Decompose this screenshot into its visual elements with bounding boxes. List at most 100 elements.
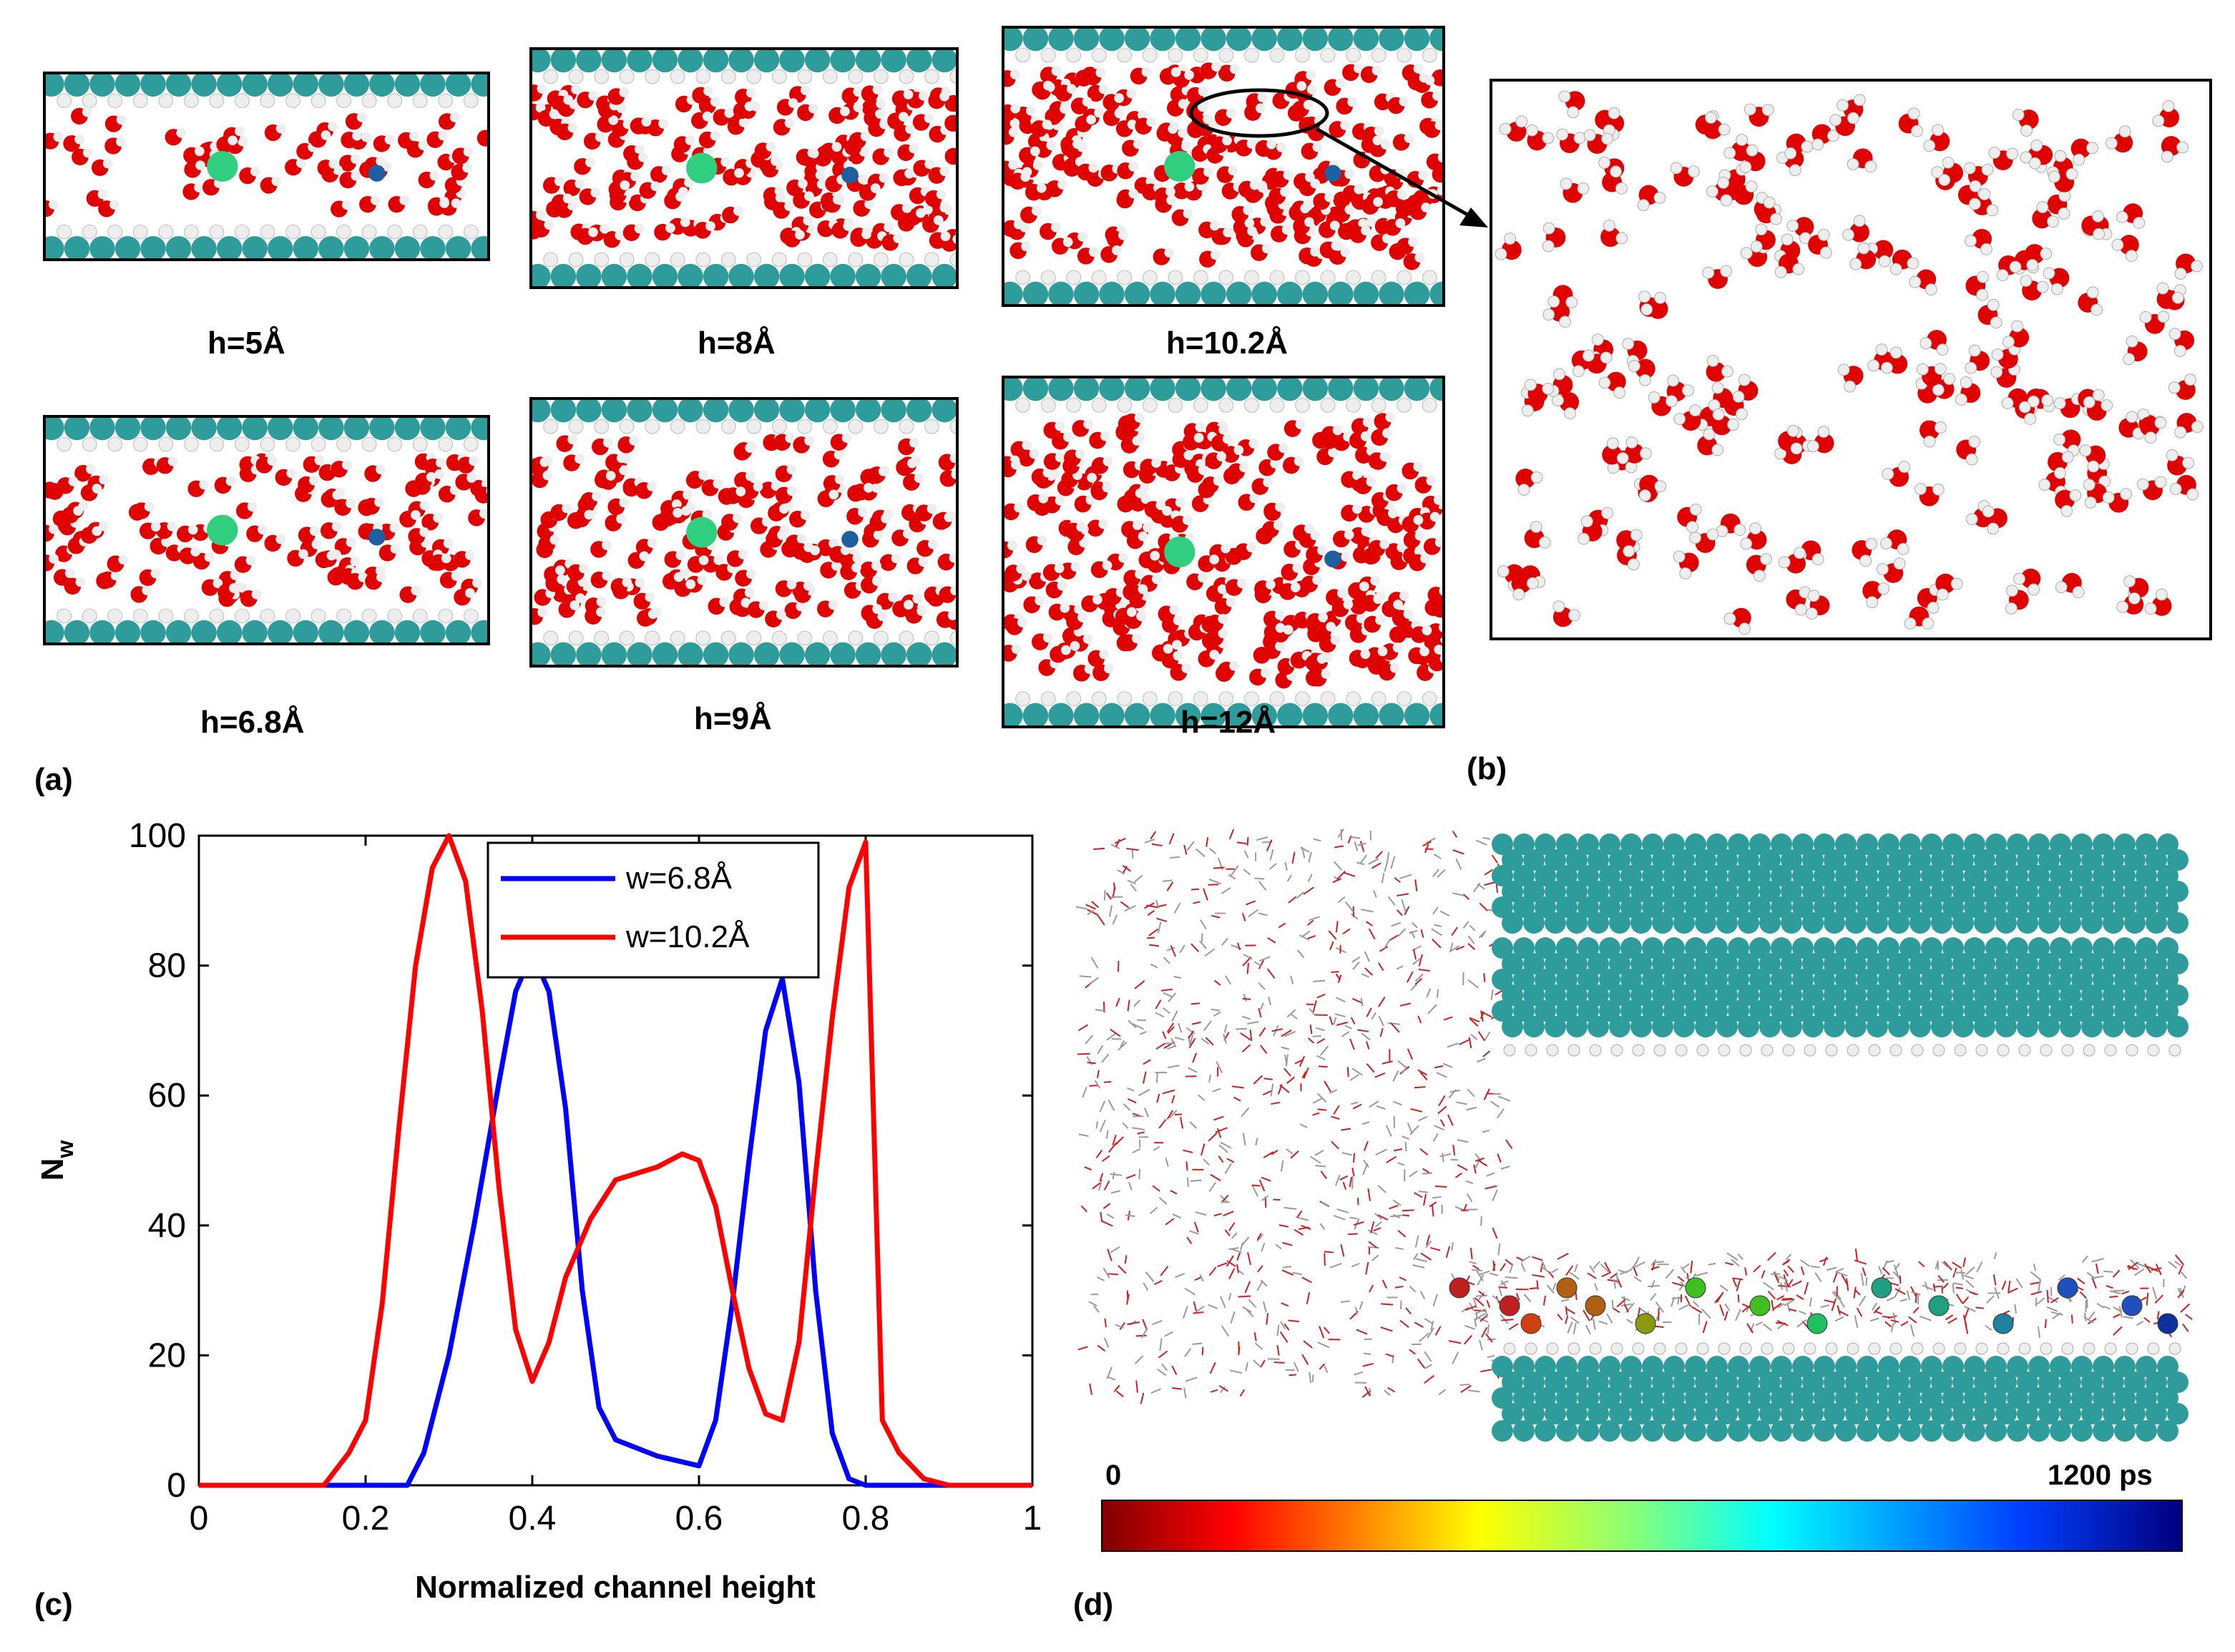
carbon-atom (1022, 29, 1049, 52)
hydrogen-atom (1318, 612, 1329, 622)
oxygen-atom (1703, 119, 1723, 140)
hydrogen-atom (1530, 471, 1543, 484)
water-bond (1409, 1170, 1418, 1178)
water-bond (1386, 1155, 1397, 1163)
hydrogen-atom (1638, 373, 1651, 386)
water-bond (1133, 999, 1141, 1007)
hydrogen-atom (1615, 182, 1628, 195)
hydrogen-atom (1100, 431, 1110, 441)
hydrogen-atom (463, 93, 479, 109)
carbon-atom (471, 418, 487, 441)
hydrogen-atom (828, 538, 838, 549)
hydrogen-atom (702, 509, 713, 520)
water-bond (1089, 1383, 1092, 1395)
hydrogen-atom (834, 474, 845, 484)
hydrogen-atom (1960, 376, 1972, 388)
hydrogen-atom (449, 112, 460, 122)
hydrogen-atom (771, 419, 787, 434)
water-molecule (2123, 335, 2148, 366)
water-bond (1316, 1055, 1326, 1061)
water-bond (1145, 1271, 1155, 1282)
hydrogen-atom (1082, 634, 1093, 644)
graphene-top (1004, 378, 1442, 413)
hydrogen-atom (144, 502, 155, 512)
hydrogen-atom (1667, 374, 1680, 387)
hydrogen-atom (387, 93, 403, 109)
water-bond (1200, 933, 1203, 942)
water-bond (1447, 1114, 1454, 1126)
carbon-atom (576, 50, 602, 73)
water-bond (1774, 1271, 1781, 1281)
water-molecule (1739, 144, 1766, 173)
water-bond (1164, 1042, 1175, 1045)
hydrogen-atom (1292, 562, 1303, 573)
carbon-atom (1749, 834, 1771, 855)
carbon-atom (1502, 849, 1523, 871)
x-axis-label: Normalized channel height (415, 1570, 816, 1605)
water-bond (1341, 1152, 1353, 1156)
water-bond (1195, 1305, 1205, 1313)
water-bond (1634, 1261, 1645, 1268)
water-bond (1240, 1032, 1251, 1041)
water-bond (1390, 856, 1396, 869)
hydrogen-atom (1801, 140, 1814, 153)
hydrogen-atom (1547, 295, 1560, 308)
hydrogen-atom (150, 568, 161, 579)
water-bond (1216, 1061, 1223, 1073)
hydrogen-atom (1062, 237, 1073, 248)
hydrogen-atom (1295, 398, 1310, 413)
hydrogen-atom (594, 69, 610, 84)
hydrogen-atom (435, 457, 446, 468)
water-bond (1260, 1002, 1265, 1010)
carbon-atom (1492, 937, 1513, 959)
hydrogen-atom (235, 224, 250, 240)
carbon-atom (1642, 834, 1663, 855)
hydrogen-atom (346, 537, 356, 547)
carbon-atom (1599, 937, 1620, 959)
hydrogen-atom (309, 526, 320, 536)
hydrogen-atom (1172, 640, 1183, 650)
hydrogen-atom (209, 608, 225, 624)
water-bond (1360, 854, 1368, 864)
carbon-atom (728, 263, 754, 286)
carbon-atom (1588, 984, 1609, 1006)
hydrogen-atom (1008, 127, 1019, 137)
water-bond (1677, 1276, 1685, 1282)
hydrogen-atom (1040, 47, 1056, 63)
water-molecule (1956, 436, 1981, 466)
carbon-atom (678, 642, 703, 665)
carbon-atom (1429, 378, 1442, 401)
hydrogen-atom (1228, 165, 1238, 176)
water-bond (1351, 1101, 1359, 1105)
hydrogen-atom (1925, 283, 1937, 295)
hydrogen-atom (1295, 270, 1310, 285)
water-bond (1340, 1243, 1345, 1257)
hydrogen-atom (746, 419, 762, 434)
hydrogen-atom (1387, 508, 1398, 519)
hydrogen-atom (702, 111, 713, 122)
water-bond (1492, 1189, 1498, 1201)
hydrogen-atom (1927, 601, 1940, 614)
hydrogen-atom (1168, 691, 1183, 706)
carbon-atom (420, 74, 446, 97)
carbon-atom (1652, 953, 1673, 974)
carbon-atom (2071, 1000, 2093, 1022)
carbon-atom (576, 263, 602, 286)
water-bond (1789, 1308, 1797, 1312)
water-bond (1288, 1374, 1296, 1377)
carbon-atom (678, 50, 703, 73)
water-bond (1520, 1263, 1526, 1272)
carbon-atom (1226, 703, 1252, 725)
hydrogen-atom (1982, 505, 1995, 518)
hydrogen-atom (797, 178, 808, 189)
water-bond (2096, 1302, 2104, 1309)
carbon-atom (2136, 937, 2157, 959)
carbon-atom (114, 620, 141, 642)
hydrogen-atom (1606, 437, 1619, 450)
water-molecule (1955, 376, 1981, 406)
water-molecule (2081, 210, 2106, 240)
hydrogen-atom (1306, 70, 1316, 80)
water-bond (1155, 1072, 1158, 1083)
oxygen-atom (1919, 420, 1940, 441)
water-bond (1366, 1063, 1375, 1073)
